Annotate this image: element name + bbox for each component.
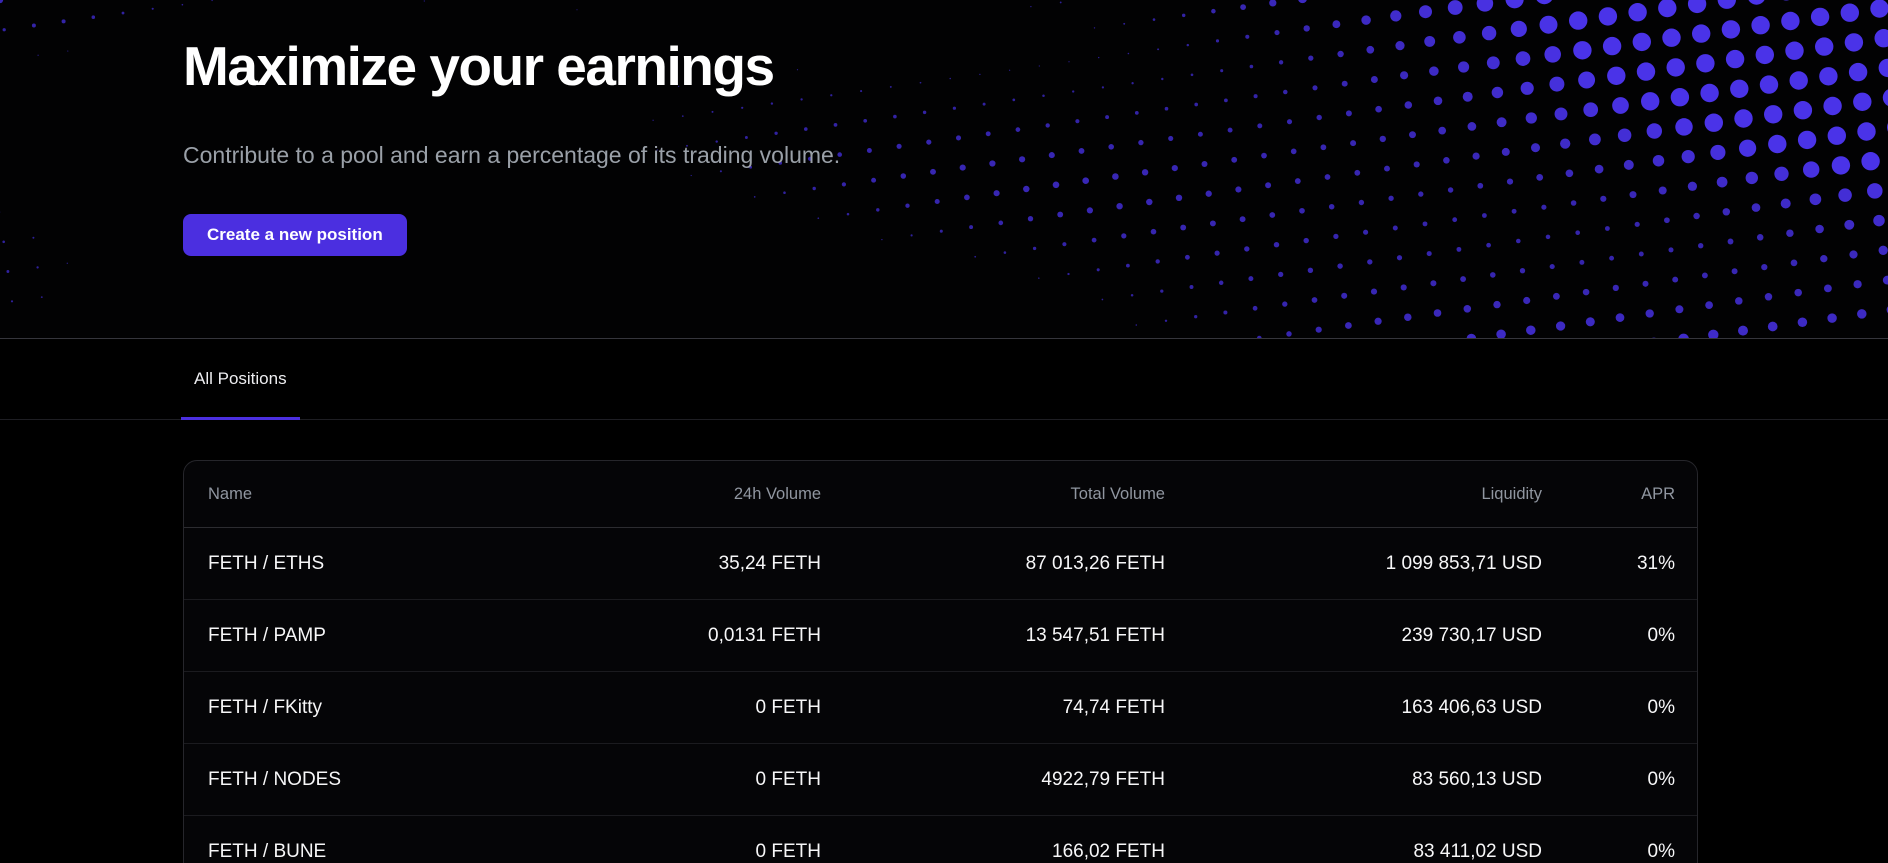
page-title: Maximize your earnings (183, 35, 775, 97)
apr-cell: 0% (1647, 624, 1675, 646)
volume-24h-cell: 0 FETH (755, 768, 821, 790)
positions-table-card: Name 24h Volume Total Volume Liquidity A… (183, 460, 1698, 863)
table-header-row: Name 24h Volume Total Volume Liquidity A… (184, 461, 1697, 528)
total-volume-cell: 87 013,26 FETH (1025, 552, 1165, 574)
apr-cell: 0% (1647, 768, 1675, 790)
hero-content: Maximize your earnings Contribute to a p… (183, 0, 840, 256)
tab-all-positions[interactable]: All Positions (181, 339, 300, 420)
volume-24h-cell: 0 FETH (755, 696, 821, 718)
pool-name-cell: FETH / BUNE (208, 840, 327, 862)
hero-section: Maximize your earnings Contribute to a p… (0, 0, 1888, 339)
column-header-24h-volume: 24h Volume (733, 484, 821, 503)
volume-24h-cell: 35,24 FETH (718, 552, 821, 574)
liquidity-cell: 163 406,63 USD (1401, 696, 1543, 718)
positions-main: Name 24h Volume Total Volume Liquidity A… (0, 420, 1888, 863)
table-row[interactable]: FETH / NODES 0 FETH 4922,79 FETH 83 560,13 … (184, 744, 1697, 816)
table-row[interactable]: FETH / ETHS 35,24 FETH 87 013,26 FETH 1 099… (184, 528, 1697, 600)
column-header-apr: APR (1641, 484, 1675, 503)
pool-name-cell: FETH / ETHS (208, 552, 325, 574)
apr-cell: 0% (1647, 696, 1675, 718)
positions-tabbar: All Positions (0, 339, 1888, 420)
total-volume-cell: 74,74 FETH (1062, 696, 1165, 718)
liquidity-cell: 83 411,02 USD (1413, 840, 1542, 862)
column-header-total-volume: Total Volume (1070, 484, 1165, 503)
tab-all-positions-label: All Positions (194, 369, 287, 388)
table-row[interactable]: FETH / BUNE 0 FETH 166,02 FETH 83 411,02 US… (184, 816, 1697, 863)
liquidity-cell: 239 730,17 USD (1401, 624, 1543, 646)
pool-name-cell: FETH / PAMP (208, 624, 326, 646)
table-row[interactable]: FETH / FKitty 0 FETH 74,74 FETH 163 406,63 … (184, 672, 1697, 744)
liquidity-cell: 1 099 853,71 USD (1385, 552, 1542, 574)
table-body: FETH / ETHS 35,24 FETH 87 013,26 FETH 1 099… (184, 528, 1697, 863)
apr-cell: 31% (1636, 552, 1675, 574)
halftone-dots-pattern (0, 0, 1888, 338)
pool-name-cell: FETH / NODES (208, 768, 342, 790)
total-volume-cell: 13 547,51 FETH (1025, 624, 1165, 646)
total-volume-cell: 4922,79 FETH (1041, 768, 1165, 790)
volume-24h-cell: 0 FETH (755, 840, 821, 862)
liquidity-cell: 83 560,13 USD (1412, 768, 1542, 790)
column-header-liquidity: Liquidity (1481, 484, 1542, 503)
pool-name-cell: FETH / FKitty (208, 696, 322, 718)
volume-24h-cell: 0,0131 FETH (708, 624, 821, 646)
hero-subtitle: Contribute to a pool and earn a percenta… (183, 142, 841, 168)
apr-cell: 0% (1647, 840, 1675, 862)
column-header-name: Name (208, 484, 253, 503)
table-row[interactable]: FETH / PAMP 0,0131 FETH 13 547,51 FETH 239 … (184, 600, 1697, 672)
create-position-button[interactable]: Create a new position (183, 214, 407, 256)
total-volume-cell: 166,02 FETH (1052, 840, 1165, 862)
